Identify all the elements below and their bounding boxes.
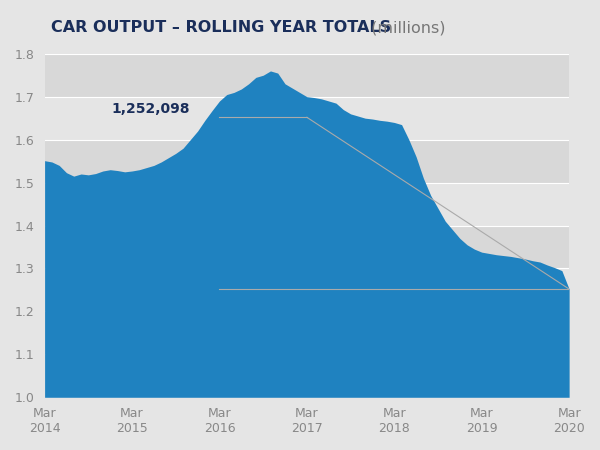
- Text: 1,252,098: 1,252,098: [112, 102, 190, 116]
- Text: CAR OUTPUT – ROLLING YEAR TOTALS: CAR OUTPUT – ROLLING YEAR TOTALS: [51, 20, 391, 35]
- Bar: [44, 311, 569, 354]
- Bar: [44, 225, 569, 269]
- Bar: [44, 140, 569, 183]
- Text: (millions): (millions): [366, 20, 445, 35]
- Bar: [44, 54, 569, 97]
